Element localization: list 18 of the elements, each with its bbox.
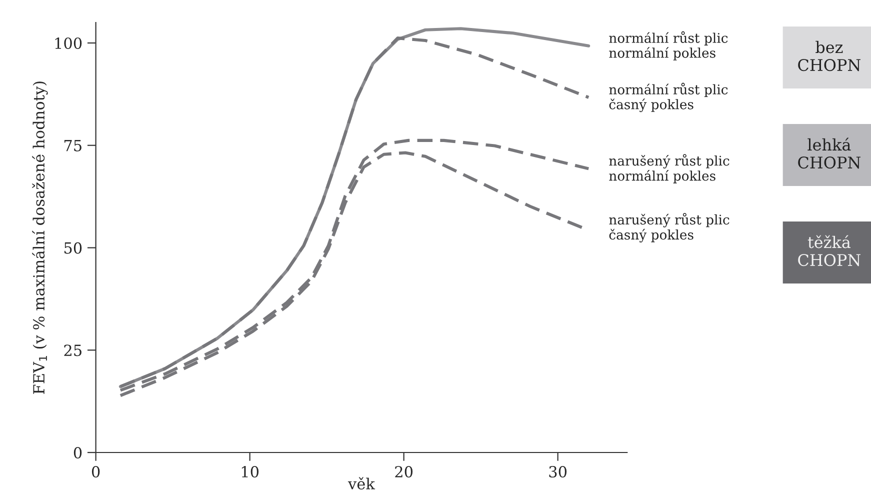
series-label: narušený růst plic normální pokles	[609, 154, 730, 184]
y-tick-label: 25	[64, 344, 82, 356]
x-tick-label: 20	[395, 466, 413, 478]
text: bez CHOPN	[798, 40, 860, 72]
series-label: normální růst plic časný pokles	[609, 82, 728, 112]
y-tick-label: 0	[74, 446, 82, 459]
y-tick-label: 100	[55, 37, 82, 49]
text: lehká CHOPN	[798, 138, 860, 169]
series-label: normální růst plic normální pokles	[609, 31, 728, 60]
y-tick-label: 50	[64, 242, 82, 254]
text: těžká CHOPN	[798, 235, 860, 266]
y-tick-label: 75	[64, 140, 82, 152]
y-axis-title: FEV$_{1}$ (v % maximální dosažené hodnoty)	[32, 82, 48, 394]
text: narušený růst plic časný pokles	[609, 212, 730, 242]
x-tick-label: 30	[549, 466, 567, 478]
x-tick-label: 10	[242, 466, 259, 478]
x-axis-title: věk	[348, 477, 376, 490]
x-tick-label: 0	[92, 466, 100, 478]
